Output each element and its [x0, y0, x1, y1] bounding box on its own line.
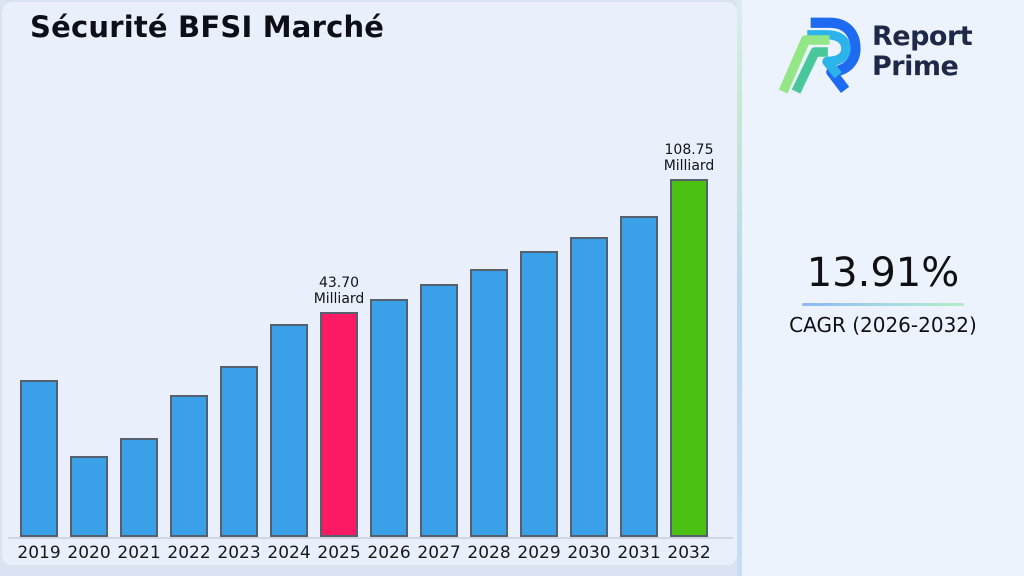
x-axis-line	[8, 537, 733, 539]
x-tick-label-2028: 2028	[467, 543, 511, 563]
bar-2023	[220, 366, 258, 537]
bar-item-2021	[120, 438, 158, 537]
x-tick-label-2021: 2021	[117, 543, 161, 563]
report-prime-logo: Report Prime	[778, 8, 973, 96]
x-tick-label-2029: 2029	[517, 543, 561, 563]
bar-item-2019	[20, 380, 58, 537]
bar-item-2026	[370, 299, 408, 537]
bars-container: 43.70 Milliard 108.75 Milliard	[20, 142, 714, 537]
bar-item-2020	[70, 456, 108, 537]
x-tick-label-2026: 2026	[367, 543, 411, 563]
bar-2026	[370, 299, 408, 537]
logo-word-report: Report	[872, 20, 973, 52]
bar-item-2023	[220, 366, 258, 537]
bar-2019	[20, 380, 58, 537]
bar-item-2029	[520, 251, 558, 537]
logo-word-prime: Prime	[872, 51, 959, 82]
bar-2024	[270, 324, 308, 537]
x-tick-label-2030: 2030	[567, 543, 611, 563]
bar-value-label-2025: 43.70 Milliard	[313, 274, 365, 308]
chart-card: Sécurité BFSI Marché 43.70 Milliard 108.75…	[2, 2, 737, 565]
bar-item-2027	[420, 284, 458, 537]
x-tick-label-2020: 2020	[67, 543, 111, 563]
report-prime-wordmark: Report Prime	[872, 20, 973, 82]
bar-2022	[170, 395, 208, 537]
bar-item-2028	[470, 269, 508, 537]
report-prime-logo-icon	[778, 17, 861, 94]
bar-item-2030	[570, 237, 608, 537]
bar-item-2025: 43.70 Milliard	[314, 275, 364, 537]
bar-2025	[320, 312, 358, 537]
x-tick-label-2031: 2031	[617, 543, 661, 563]
bar-2020	[70, 456, 108, 537]
x-axis-labels: 2019 2020 2021 2022 2023 2024 2025 2026 2027 2028…	[17, 543, 711, 563]
cagr-label: CAGR (2026-2032)	[789, 313, 977, 337]
bar-2031	[620, 216, 658, 537]
bar-value-label-2032: 108.75 Milliard	[663, 141, 715, 175]
bar-2028	[470, 269, 508, 537]
x-tick-label-2024: 2024	[267, 543, 311, 563]
bar-2027	[420, 284, 458, 537]
x-tick-label-2022: 2022	[167, 543, 211, 563]
bar-2030	[570, 237, 608, 537]
bar-chart: 43.70 Milliard 108.75 Milliard 2019 2020 2021…	[2, 2, 737, 565]
x-tick-label-2019: 2019	[17, 543, 61, 563]
cagr-value: 13.91%	[806, 250, 960, 296]
chart-title: Sécurité BFSI Marché	[30, 10, 385, 44]
bar-item-2032: 108.75 Milliard	[664, 142, 714, 537]
x-tick-label-2032: 2032	[667, 543, 711, 563]
bar-item-2024	[270, 324, 308, 537]
x-tick-label-2023: 2023	[217, 543, 261, 563]
x-tick-label-2027: 2027	[417, 543, 461, 563]
bar-item-2022	[170, 395, 208, 537]
cagr-block: 13.91% CAGR (2026-2032)	[742, 250, 1024, 337]
panel-separator	[737, 0, 742, 576]
bar-2029	[520, 251, 558, 537]
bar-item-2031	[620, 216, 658, 537]
cagr-underline-accent	[802, 303, 964, 306]
x-tick-label-2025: 2025	[317, 543, 361, 563]
bar-2021	[120, 438, 158, 537]
bar-2032	[670, 179, 708, 537]
right-panel: Report Prime 13.91% CAGR (2026-2032)	[742, 0, 1024, 576]
